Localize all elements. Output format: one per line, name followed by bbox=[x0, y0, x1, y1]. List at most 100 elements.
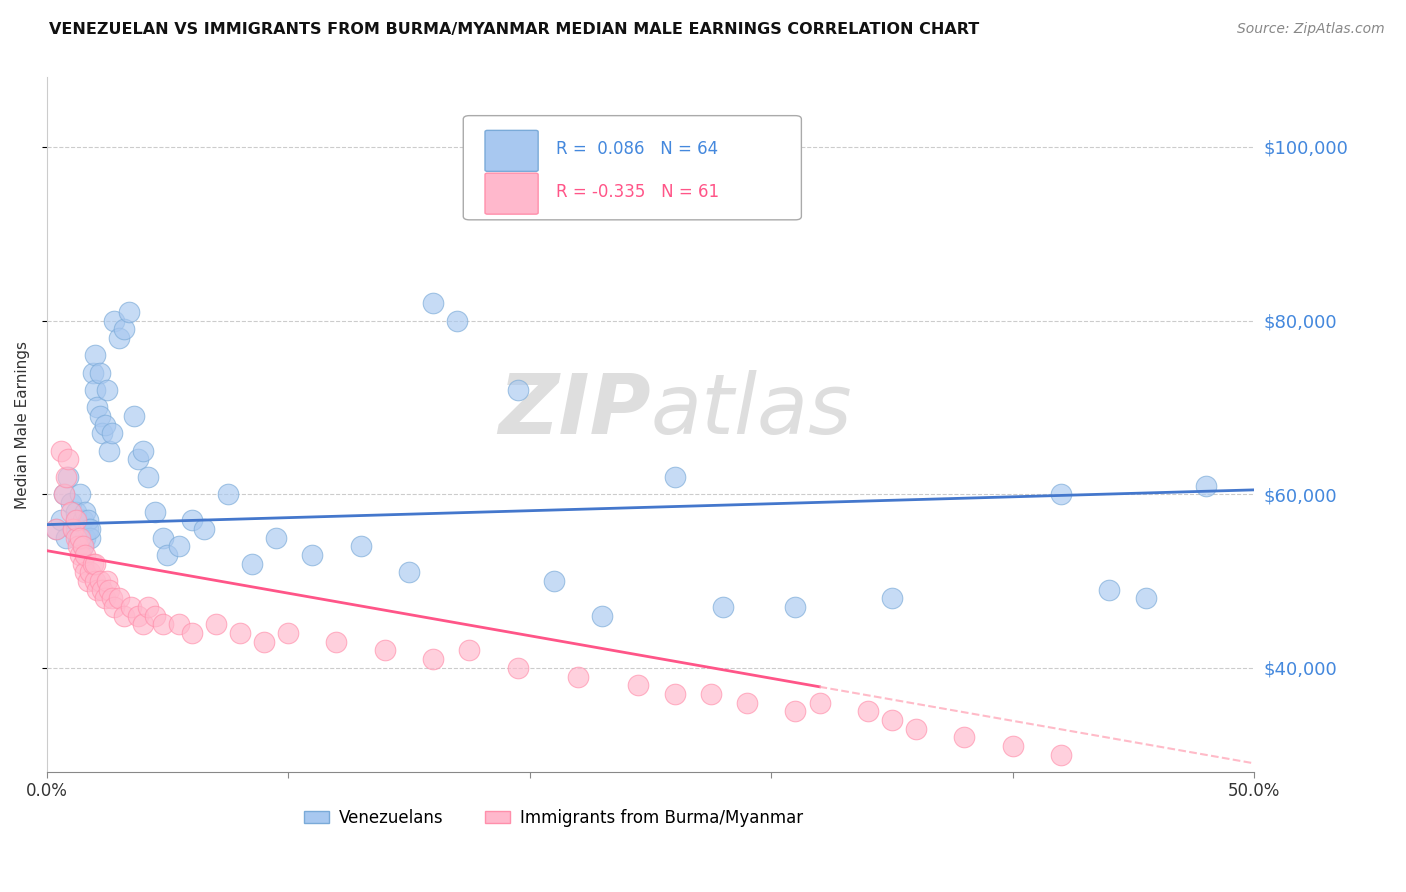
Y-axis label: Median Male Earnings: Median Male Earnings bbox=[15, 341, 30, 508]
Point bbox=[112, 608, 135, 623]
Point bbox=[67, 539, 90, 553]
Point bbox=[62, 522, 84, 536]
Text: VENEZUELAN VS IMMIGRANTS FROM BURMA/MYANMAR MEDIAN MALE EARNINGS CORRELATION CHA: VENEZUELAN VS IMMIGRANTS FROM BURMA/MYAN… bbox=[49, 22, 980, 37]
Point bbox=[905, 722, 928, 736]
Point bbox=[69, 487, 91, 501]
Point bbox=[1050, 747, 1073, 762]
Point bbox=[127, 452, 149, 467]
Point bbox=[700, 687, 723, 701]
Point bbox=[55, 531, 77, 545]
Point bbox=[136, 600, 159, 615]
Point bbox=[76, 574, 98, 588]
Point bbox=[1050, 487, 1073, 501]
Point bbox=[118, 305, 141, 319]
Point bbox=[664, 470, 686, 484]
Point bbox=[136, 470, 159, 484]
Point bbox=[1135, 591, 1157, 606]
Point bbox=[45, 522, 67, 536]
Point bbox=[79, 566, 101, 580]
Point bbox=[152, 531, 174, 545]
Point bbox=[152, 617, 174, 632]
Point bbox=[65, 513, 87, 527]
Point bbox=[108, 331, 131, 345]
FancyBboxPatch shape bbox=[463, 116, 801, 219]
Point bbox=[264, 531, 287, 545]
Point bbox=[446, 313, 468, 327]
Point bbox=[98, 582, 121, 597]
Point bbox=[76, 513, 98, 527]
Point bbox=[75, 566, 97, 580]
Point bbox=[880, 713, 903, 727]
Point bbox=[349, 539, 371, 553]
Text: Source: ZipAtlas.com: Source: ZipAtlas.com bbox=[1237, 22, 1385, 37]
Point bbox=[96, 574, 118, 588]
Point bbox=[93, 417, 115, 432]
Point bbox=[75, 548, 97, 562]
Point bbox=[75, 531, 97, 545]
Point bbox=[856, 704, 879, 718]
Text: R =  0.086   N = 64: R = 0.086 N = 64 bbox=[557, 140, 718, 158]
Point bbox=[664, 687, 686, 701]
Point bbox=[1195, 478, 1218, 492]
Point bbox=[120, 600, 142, 615]
Point bbox=[45, 522, 67, 536]
Point bbox=[735, 696, 758, 710]
Point bbox=[52, 487, 75, 501]
Point bbox=[132, 443, 155, 458]
Point bbox=[69, 531, 91, 545]
Point bbox=[72, 539, 94, 553]
Point bbox=[65, 505, 87, 519]
Point bbox=[1001, 739, 1024, 753]
Point bbox=[49, 443, 72, 458]
Point bbox=[122, 409, 145, 423]
Point bbox=[506, 383, 529, 397]
Point bbox=[98, 443, 121, 458]
Legend: Venezuelans, Immigrants from Burma/Myanmar: Venezuelans, Immigrants from Burma/Myanm… bbox=[298, 802, 810, 833]
Point bbox=[93, 591, 115, 606]
Text: ZIP: ZIP bbox=[498, 370, 651, 451]
Point bbox=[193, 522, 215, 536]
Point bbox=[374, 643, 396, 657]
Point bbox=[127, 608, 149, 623]
Point bbox=[84, 348, 107, 362]
Point bbox=[240, 557, 263, 571]
Point bbox=[591, 608, 613, 623]
Point bbox=[101, 591, 124, 606]
Point bbox=[103, 600, 125, 615]
Point bbox=[96, 383, 118, 397]
Point bbox=[49, 513, 72, 527]
Point bbox=[86, 582, 108, 597]
FancyBboxPatch shape bbox=[485, 130, 538, 171]
Point bbox=[143, 505, 166, 519]
Point bbox=[59, 496, 82, 510]
Point bbox=[301, 548, 323, 562]
Point bbox=[953, 731, 976, 745]
Point bbox=[180, 513, 202, 527]
Point bbox=[506, 661, 529, 675]
Point bbox=[75, 505, 97, 519]
Point bbox=[785, 600, 807, 615]
Point bbox=[711, 600, 734, 615]
Point bbox=[229, 626, 252, 640]
Point bbox=[58, 452, 80, 467]
Point bbox=[253, 635, 276, 649]
Point bbox=[277, 626, 299, 640]
Point bbox=[808, 696, 831, 710]
Point bbox=[398, 566, 420, 580]
Point bbox=[86, 401, 108, 415]
Point bbox=[89, 574, 111, 588]
Point bbox=[65, 531, 87, 545]
Text: atlas: atlas bbox=[651, 370, 852, 451]
Point bbox=[72, 513, 94, 527]
Point bbox=[422, 652, 444, 666]
Point bbox=[84, 574, 107, 588]
Point bbox=[458, 643, 481, 657]
Point bbox=[543, 574, 565, 588]
Point bbox=[103, 313, 125, 327]
Point bbox=[84, 557, 107, 571]
Point bbox=[89, 366, 111, 380]
Point bbox=[84, 383, 107, 397]
Point bbox=[1098, 582, 1121, 597]
Point bbox=[627, 678, 650, 692]
Point bbox=[785, 704, 807, 718]
